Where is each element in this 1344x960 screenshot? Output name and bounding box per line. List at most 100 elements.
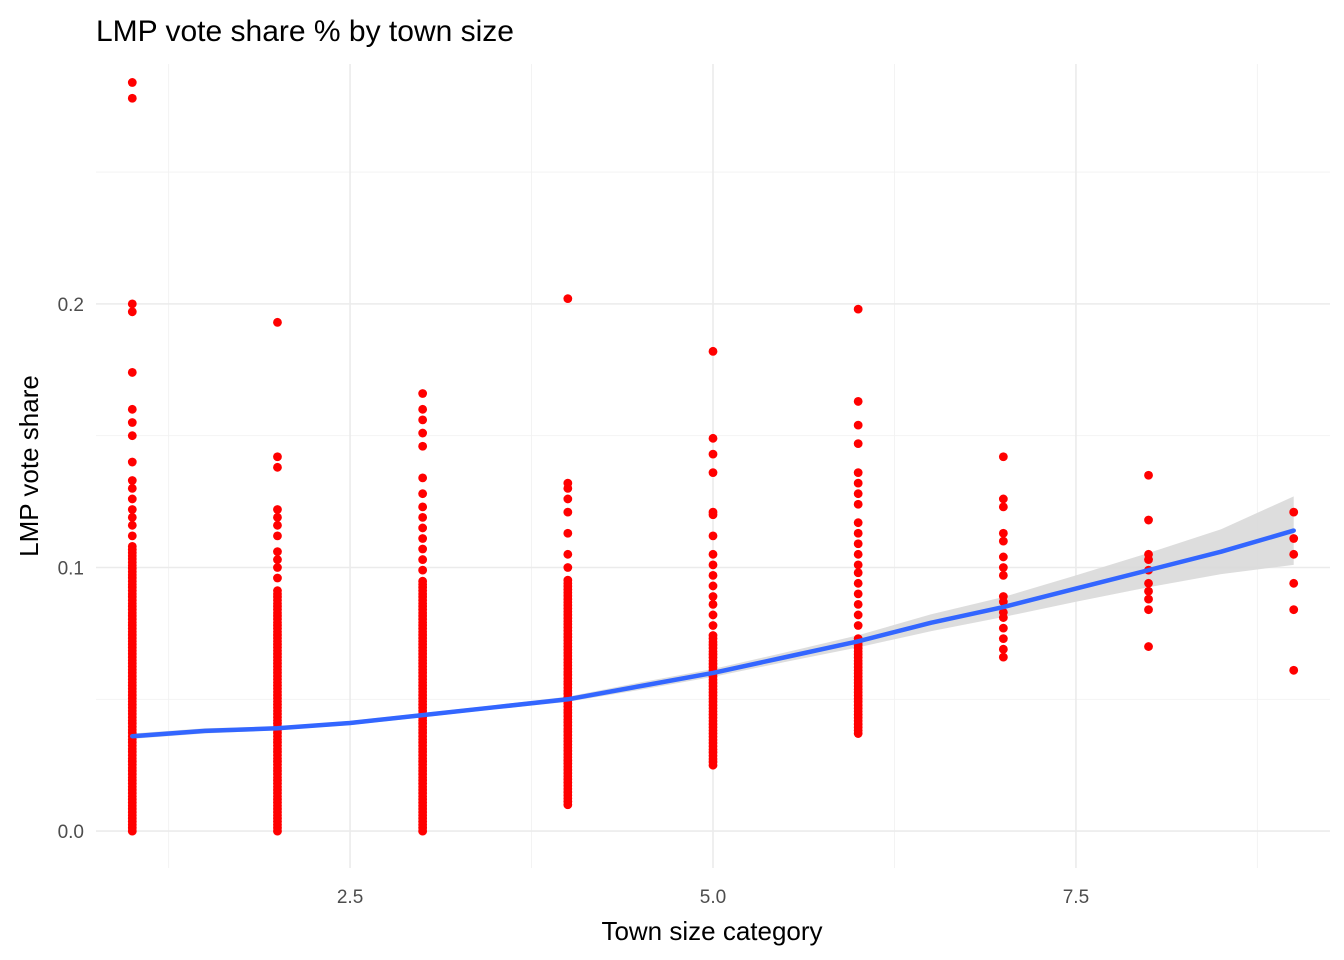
points-layer [127, 78, 1299, 836]
x-tick-label: 7.5 [1063, 887, 1089, 908]
data-point [127, 457, 137, 467]
data-point [708, 549, 718, 559]
data-point [418, 513, 428, 522]
data-point [853, 489, 863, 499]
data-point [853, 578, 863, 588]
data-point [853, 518, 863, 528]
data-point [418, 555, 428, 564]
data-point [127, 531, 137, 541]
x-tick-label: 5.0 [700, 887, 726, 908]
data-point [127, 368, 137, 377]
data-point [998, 592, 1008, 601]
data-point [1144, 586, 1153, 596]
point-column [563, 294, 573, 810]
data-point [418, 576, 428, 586]
data-point [998, 502, 1008, 512]
point-column [1289, 507, 1299, 675]
data-point [998, 634, 1008, 644]
data-point [998, 563, 1008, 572]
data-point [853, 599, 863, 609]
data-point [998, 644, 1008, 654]
y-tick-label: 0.2 [58, 295, 84, 316]
data-point [563, 478, 573, 488]
data-point [273, 563, 282, 572]
data-point [1289, 605, 1299, 615]
data-point [127, 476, 137, 485]
point-column [127, 78, 137, 836]
data-point [273, 505, 282, 514]
data-point [418, 523, 428, 533]
data-point [127, 307, 137, 317]
data-point [273, 586, 282, 596]
data-point [127, 418, 137, 427]
data-point [1289, 665, 1299, 675]
data-point [418, 428, 428, 438]
data-point [1144, 578, 1153, 588]
data-point [853, 397, 863, 406]
data-point [853, 610, 863, 620]
data-point [708, 610, 718, 620]
data-point [708, 570, 718, 580]
point-column [273, 317, 282, 836]
point-column [1144, 470, 1153, 651]
data-point [418, 404, 428, 414]
data-point [418, 534, 428, 543]
smooth-line-layer [130, 528, 1296, 739]
data-point [1289, 549, 1299, 559]
data-point [127, 513, 137, 522]
data-point [127, 404, 137, 414]
data-point [998, 528, 1008, 538]
data-point [1289, 578, 1299, 588]
data-point [708, 581, 718, 591]
data-point [563, 294, 573, 304]
data-point [127, 520, 137, 530]
data-point [998, 607, 1008, 617]
y-tick-label: 0.0 [58, 822, 84, 843]
data-point [563, 494, 573, 504]
data-point [708, 346, 718, 356]
data-point [853, 499, 863, 509]
data-point [708, 631, 718, 640]
data-point [998, 552, 1008, 562]
data-point [708, 433, 718, 443]
data-point [273, 555, 282, 564]
x-tick-label: 2.5 [337, 887, 363, 908]
data-point [708, 599, 718, 609]
chart-title: LMP vote share % by town size [96, 15, 514, 48]
data-point [708, 468, 718, 477]
data-point [273, 452, 282, 462]
x-axis-title: Town size category [601, 916, 822, 946]
data-point [1289, 507, 1299, 517]
data-point [418, 389, 428, 398]
data-point [853, 304, 863, 314]
data-point [853, 478, 863, 488]
data-point [273, 513, 282, 522]
point-column [708, 346, 718, 770]
data-point [853, 560, 863, 570]
data-point [127, 494, 137, 504]
y-axis-ticks: 0.0 0.1 0.2 [58, 295, 84, 843]
data-point [1144, 470, 1153, 480]
data-point [418, 441, 428, 451]
data-point [998, 494, 1008, 504]
data-point [418, 502, 428, 512]
data-point [853, 439, 863, 448]
point-column [418, 389, 428, 836]
data-point [708, 621, 718, 630]
data-point [998, 452, 1008, 462]
data-point [708, 449, 718, 459]
data-point [1144, 605, 1153, 615]
data-point [127, 431, 137, 441]
data-point [998, 652, 1008, 662]
y-axis-title: LMP vote share [14, 375, 44, 557]
data-point [853, 549, 863, 559]
data-point [563, 507, 573, 517]
data-point [563, 575, 573, 585]
data-point [853, 568, 863, 578]
data-point [418, 473, 428, 483]
data-point [998, 623, 1008, 633]
data-point [127, 93, 137, 103]
data-point [273, 317, 282, 327]
data-point [563, 563, 573, 572]
